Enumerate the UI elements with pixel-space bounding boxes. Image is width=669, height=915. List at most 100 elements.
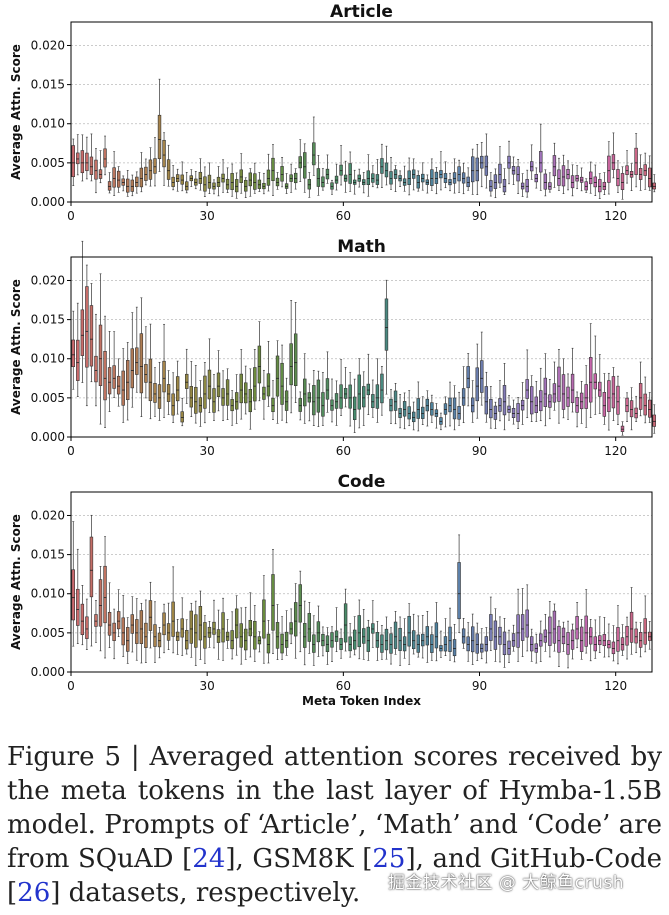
box-token-25 [185, 619, 189, 655]
box-token-71 [393, 611, 398, 655]
box-token-96 [507, 395, 511, 421]
box-token-113 [584, 365, 588, 428]
box-token-126 [643, 595, 647, 653]
box [638, 632, 643, 648]
box [625, 397, 629, 413]
box-token-77 [421, 162, 425, 191]
box [566, 632, 570, 655]
box-token-82 [443, 618, 448, 657]
box-token-93 [493, 608, 498, 662]
box-token-36 [234, 374, 239, 424]
box-token-43 [266, 620, 271, 664]
box [371, 394, 375, 408]
box-token-99 [520, 382, 525, 425]
box-token-13 [130, 596, 134, 653]
box-token-98 [516, 588, 520, 662]
box-token-19 [157, 78, 162, 172]
box-token-115 [593, 619, 597, 659]
box-token-38 [244, 606, 248, 660]
box-token-88 [470, 380, 475, 423]
box-token-43 [266, 340, 271, 407]
box [157, 114, 162, 160]
box-token-126 [643, 376, 647, 424]
box-token-24 [180, 597, 184, 656]
box [493, 620, 498, 650]
box [602, 634, 607, 647]
box [598, 381, 602, 397]
box [271, 157, 275, 181]
box-token-38 [244, 177, 248, 198]
box [162, 612, 166, 636]
box-token-92 [489, 172, 493, 197]
citation-link-25[interactable]: 25 [372, 844, 406, 874]
box [579, 626, 584, 652]
box-token-96 [507, 629, 511, 663]
box [430, 634, 434, 653]
x-tick-label: 90 [472, 209, 487, 223]
box [593, 176, 597, 188]
box-token-14 [135, 598, 139, 661]
citation-link-26[interactable]: 26 [17, 878, 51, 908]
box [207, 626, 212, 638]
box [330, 632, 334, 648]
box [357, 374, 361, 410]
box-token-57 [330, 626, 334, 662]
box [112, 622, 116, 641]
box-token-110 [570, 347, 575, 413]
box [439, 170, 443, 179]
box [616, 627, 620, 652]
box [525, 179, 529, 193]
box-token-17 [148, 323, 153, 420]
box-token-97 [511, 624, 516, 652]
box [434, 622, 439, 649]
box-token-117 [602, 617, 607, 658]
box [489, 614, 493, 641]
box-token-17 [148, 147, 153, 187]
box [116, 611, 121, 630]
box [389, 398, 393, 412]
y-tick-label: 0.005 [31, 391, 65, 405]
box-token-39 [248, 368, 253, 430]
box-token-99 [520, 588, 525, 657]
box [430, 169, 434, 186]
box-token-24 [180, 397, 184, 427]
box-token-27 [194, 365, 198, 424]
box-token-88 [470, 613, 475, 665]
y-tick-label: 0.015 [31, 78, 65, 92]
box-token-120 [616, 160, 620, 193]
box [216, 629, 221, 643]
box-token-59 [339, 359, 343, 416]
box [502, 179, 507, 193]
citation-link-24[interactable]: 24 [192, 844, 226, 874]
y-axis-label: Average Attn. Score [9, 44, 23, 180]
box-token-68 [380, 625, 384, 660]
box-token-127 [648, 621, 652, 650]
box [648, 399, 652, 418]
box [366, 383, 371, 396]
box [303, 623, 307, 648]
box [321, 176, 325, 188]
caption-squad: SQuAD [ [78, 844, 193, 874]
box-token-112 [579, 167, 584, 192]
box-token-58 [334, 380, 339, 426]
box-token-47 [284, 173, 289, 194]
box-token-127 [648, 392, 652, 423]
box [416, 175, 420, 189]
box-token-78 [425, 390, 430, 427]
x-tick-label: 30 [200, 209, 215, 223]
box-token-111 [575, 391, 579, 428]
box [234, 608, 239, 639]
box-token-16 [144, 326, 148, 399]
box [293, 333, 298, 387]
box-token-32 [216, 166, 221, 197]
box [625, 625, 629, 646]
box-token-51 [303, 353, 307, 424]
box [148, 358, 153, 402]
box [71, 145, 75, 178]
box [239, 373, 243, 404]
box [543, 629, 548, 643]
box-token-109 [566, 620, 570, 669]
box-token-50 [298, 139, 302, 182]
caption-bracket: ] [50, 878, 61, 908]
box-token-55 [321, 626, 325, 657]
